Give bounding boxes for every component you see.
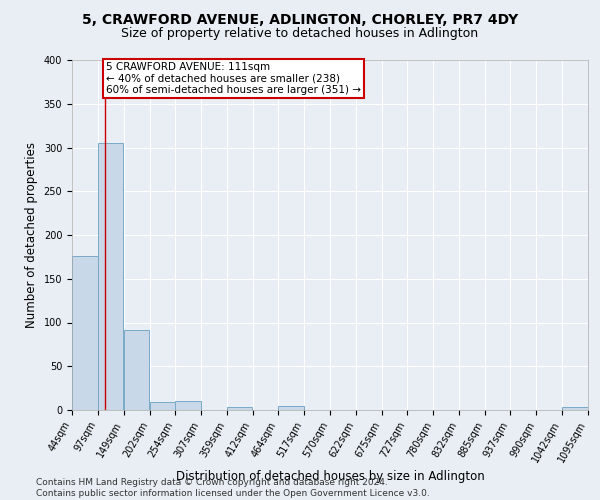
Bar — [175, 401, 201, 410]
Text: Contains HM Land Registry data © Crown copyright and database right 2024.
Contai: Contains HM Land Registry data © Crown c… — [36, 478, 430, 498]
Bar — [227, 408, 253, 410]
Text: Size of property relative to detached houses in Adlington: Size of property relative to detached ho… — [121, 28, 479, 40]
Bar — [72, 256, 98, 410]
Y-axis label: Number of detached properties: Number of detached properties — [25, 142, 38, 328]
Bar — [150, 402, 175, 410]
Text: 5, CRAWFORD AVENUE, ADLINGTON, CHORLEY, PR7 4DY: 5, CRAWFORD AVENUE, ADLINGTON, CHORLEY, … — [82, 12, 518, 26]
Bar — [278, 406, 304, 410]
Text: 5 CRAWFORD AVENUE: 111sqm
← 40% of detached houses are smaller (238)
60% of semi: 5 CRAWFORD AVENUE: 111sqm ← 40% of detac… — [106, 62, 361, 95]
X-axis label: Distribution of detached houses by size in Adlington: Distribution of detached houses by size … — [176, 470, 484, 482]
Bar — [98, 143, 123, 410]
Bar — [124, 330, 149, 410]
Bar — [562, 406, 588, 410]
